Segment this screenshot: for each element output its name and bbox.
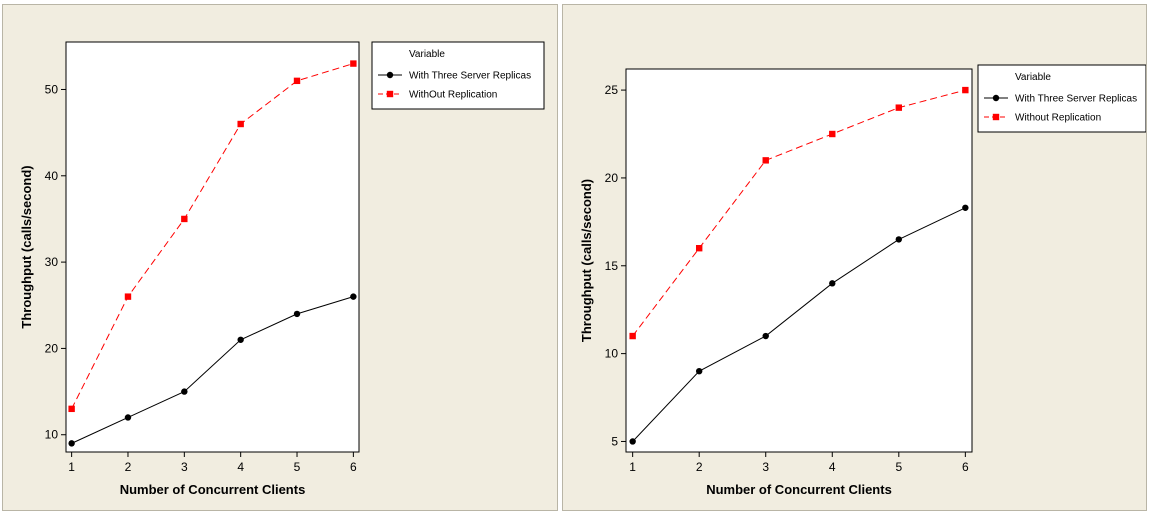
y-tick-label: 10 xyxy=(45,428,59,442)
data-point xyxy=(829,280,836,287)
legend-label-2: WithOut Replication xyxy=(409,90,497,101)
legend-marker-2 xyxy=(992,113,1000,121)
y-tick-label: 20 xyxy=(605,171,619,185)
chart-left: 10 20 30 40 50 1 2 3 4 5 6 Number of Concurrent Cli… xyxy=(19,41,545,497)
legend-title: Variable xyxy=(409,49,445,60)
data-point xyxy=(695,367,703,375)
x-tick-label: 2 xyxy=(696,460,703,474)
series-line-2 xyxy=(632,89,966,337)
y-tick-label: 15 xyxy=(605,259,619,273)
plot-area xyxy=(625,68,973,453)
plot-area xyxy=(65,41,360,453)
y-tick-label: 5 xyxy=(611,434,618,448)
data-point xyxy=(237,336,244,343)
y-tick-label: 25 xyxy=(605,83,619,97)
data-point xyxy=(124,414,132,421)
data-point xyxy=(895,236,903,243)
data-point xyxy=(68,440,75,447)
data-point xyxy=(629,438,636,445)
legend-marker-1 xyxy=(992,94,1000,102)
x-tick-label: 5 xyxy=(294,460,301,474)
x-tick-label: 5 xyxy=(895,460,902,474)
y-tick-label: 40 xyxy=(45,169,59,183)
x-axis-title: Number of Concurrent Clients xyxy=(120,482,306,497)
legend-label-2: Without Replication xyxy=(1015,113,1101,124)
data-point xyxy=(762,157,769,164)
data-point xyxy=(962,204,969,211)
y-axis-title: Throughput (calls/second) xyxy=(579,179,594,342)
chart-panel-left: 10 20 30 40 50 1 2 3 4 5 6 Number of Concurrent Cli… xyxy=(2,4,558,511)
y-tick-label: 50 xyxy=(45,82,59,96)
data-point xyxy=(124,293,132,300)
data-point xyxy=(762,332,769,340)
y-axis-title: Throughput (calls/second) xyxy=(19,165,34,328)
x-tick-label: 3 xyxy=(181,460,188,474)
data-point xyxy=(181,388,188,395)
legend-label-1: With Three Server Replicas xyxy=(1015,94,1137,105)
data-point xyxy=(629,332,636,340)
data-point xyxy=(962,86,969,94)
data-point xyxy=(350,293,357,300)
data-point xyxy=(829,130,836,138)
series-line-1 xyxy=(71,296,354,444)
data-point xyxy=(68,405,75,413)
x-tick-label: 6 xyxy=(962,460,969,474)
x-tick-label: 3 xyxy=(762,460,769,474)
data-point xyxy=(237,120,244,128)
x-tick-label: 1 xyxy=(68,460,75,474)
y-tick-label: 30 xyxy=(45,255,59,269)
x-axis-title: Number of Concurrent Clients xyxy=(706,482,892,497)
x-tick-label: 1 xyxy=(629,460,636,474)
data-point xyxy=(895,104,903,111)
x-tick-label: 2 xyxy=(125,460,132,474)
data-point xyxy=(293,310,301,318)
x-tick-label: 4 xyxy=(237,460,244,474)
data-point xyxy=(293,77,301,85)
data-point xyxy=(350,60,357,67)
chart-right: 5 10 15 20 25 1 2 3 4 5 6 Number of Concurrent Clie… xyxy=(579,64,1146,497)
legend-marker-1 xyxy=(386,71,394,79)
y-tick-label: 20 xyxy=(45,341,59,355)
x-tick-label: 4 xyxy=(829,460,836,474)
data-point xyxy=(695,245,703,252)
legend-title: Variable xyxy=(1015,72,1051,83)
series-line-2 xyxy=(71,63,354,410)
series-line-1 xyxy=(632,207,966,442)
x-tick-label: 6 xyxy=(350,460,357,474)
legend-marker-2 xyxy=(386,90,394,98)
data-point xyxy=(181,215,188,223)
chart-panel-right: 5 10 15 20 25 1 2 3 4 5 6 Number of Concurrent Clie… xyxy=(562,4,1147,511)
y-tick-label: 10 xyxy=(605,347,619,361)
legend-label-1: With Three Server Replicas xyxy=(409,71,531,82)
